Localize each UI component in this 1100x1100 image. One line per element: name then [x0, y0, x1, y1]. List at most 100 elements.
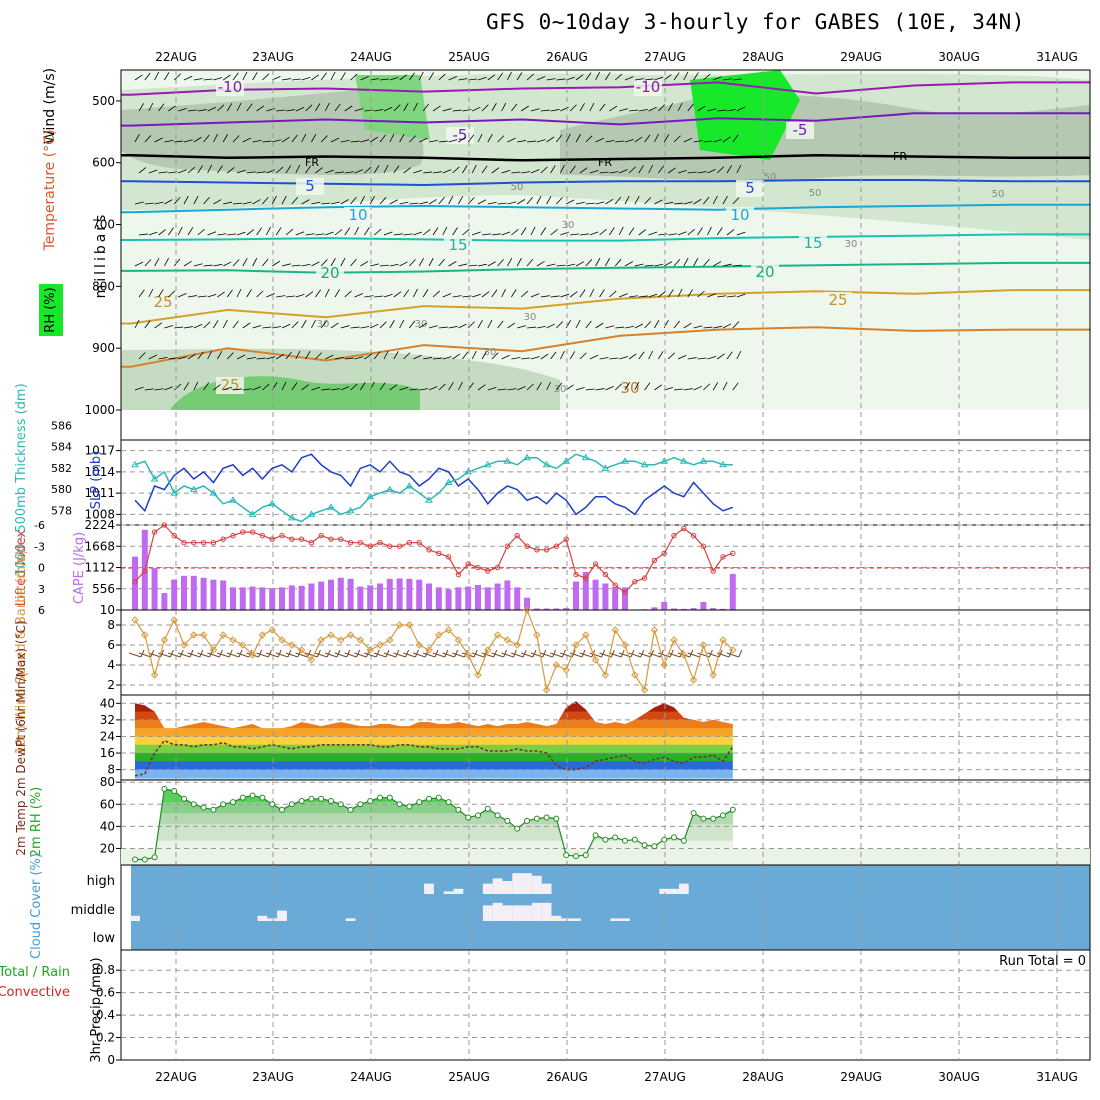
- wind-barb: [428, 386, 438, 391]
- wind-barb: [217, 233, 227, 236]
- wind-barb: [178, 169, 187, 174]
- wind-speed-point-46: [582, 631, 590, 639]
- wind-barb: [575, 387, 585, 391]
- wind-barb: [634, 195, 640, 205]
- wind-barb: [203, 321, 211, 329]
- rh-point-15: [279, 806, 285, 813]
- lifted-index-point-54: [661, 550, 667, 557]
- lifted-index-point-41: [534, 547, 540, 553]
- surface-wind-barb: [628, 652, 641, 658]
- surface-wind-barb: [217, 652, 230, 658]
- wind-barb: [664, 201, 674, 205]
- date-label-top-9: 31AUG: [1036, 50, 1078, 64]
- wind-barb: [374, 295, 384, 298]
- precip-tick-label-4: 0.8: [96, 963, 115, 977]
- surface-wind-barb-tick: [199, 649, 204, 658]
- wind-barb: [222, 133, 229, 143]
- wind-speed-point-1: [141, 631, 149, 639]
- wind-barb: [697, 227, 703, 236]
- run-total: Run Total = 0: [999, 954, 1086, 969]
- wind-barb: [344, 105, 353, 112]
- wind-barb: [628, 166, 636, 174]
- rh-point-26: [386, 794, 393, 801]
- wind-barb: [648, 106, 657, 112]
- temperature-contour-1: [121, 112, 1090, 127]
- wind-barb: [226, 167, 235, 174]
- wind-barb: [624, 382, 631, 391]
- wind-speed-point-19: [317, 636, 325, 644]
- wind-barb: [252, 199, 261, 205]
- wind-barb: [325, 231, 334, 236]
- wind-barb: [707, 293, 716, 298]
- wind-barb: [379, 134, 386, 143]
- wind-barb: [566, 199, 575, 205]
- wind-barb: [197, 351, 204, 360]
- wind-barb: [197, 165, 204, 174]
- wind-barb: [677, 354, 687, 360]
- rh-tick-label-2: 60: [100, 797, 115, 811]
- thickness-marker: [268, 499, 277, 507]
- wind-barb: [609, 290, 617, 298]
- wind-barb: [462, 109, 472, 112]
- cape-bar-20: [328, 579, 334, 610]
- wind-barb: [667, 352, 676, 360]
- wind-barb: [599, 289, 605, 298]
- cape-bar-24: [367, 585, 374, 610]
- thickness-axis-label: 1000~500mb Thickness (dm): [14, 383, 29, 576]
- wind-barb: [569, 351, 576, 360]
- wind-barb: [266, 226, 271, 236]
- wind-barb: [203, 382, 210, 391]
- wind-barb: [507, 322, 516, 329]
- wind-barb: [458, 195, 464, 205]
- wind-barb: [291, 321, 299, 329]
- lifted-index-point-30: [426, 547, 432, 553]
- wind-tick-label-2: 6: [107, 638, 115, 652]
- lifted-index-point-48: [602, 571, 609, 578]
- wind-speed-point-38: [503, 636, 512, 644]
- wind-barb: [501, 288, 507, 298]
- wind-barb: [344, 290, 352, 298]
- wind-barb: [605, 325, 615, 329]
- surface-wind-barb-tick: [532, 649, 537, 658]
- cloud-high-41: [531, 875, 542, 894]
- rh-point-3: [161, 785, 168, 792]
- wind-barb: [687, 171, 697, 174]
- wind-barb: [399, 261, 408, 267]
- cloud-axis-label: Cloud Cover (%): [29, 853, 44, 959]
- wind-barb: [707, 226, 712, 236]
- wind-barb: [311, 319, 316, 329]
- wind-barb: [422, 289, 429, 298]
- wind-barb: [187, 295, 197, 298]
- surface-wind-barb: [638, 652, 651, 658]
- wind-barb: [432, 357, 442, 360]
- wind-barb: [393, 104, 401, 112]
- wind-barb: [648, 350, 654, 360]
- cloud-middle-44: [561, 918, 572, 921]
- wind-barb: [242, 137, 252, 143]
- thickness-marker: [131, 460, 139, 468]
- wind-barb: [722, 78, 732, 81]
- contour-label-bg-7: [726, 207, 754, 224]
- wind-barb: [325, 169, 334, 174]
- wind-barb: [462, 295, 472, 298]
- thickness-marker: [581, 453, 590, 461]
- wind-speed-point-45: [572, 641, 580, 649]
- wind-barb: [389, 133, 395, 143]
- wind-barb: [256, 171, 266, 174]
- thickness-marker: [542, 460, 551, 468]
- lifted-index-point-58: [700, 543, 707, 549]
- wind-barb: [177, 226, 183, 236]
- wind-barb: [193, 195, 199, 205]
- surface-wind-barb: [560, 652, 573, 658]
- wind-barb: [732, 382, 739, 391]
- wind-barb: [619, 108, 628, 112]
- wind-barb: [364, 109, 374, 112]
- surface-wind-barb: [334, 652, 347, 658]
- wind-barb: [164, 325, 174, 329]
- contour-label-bg-13: [824, 292, 852, 309]
- wind-barb: [193, 381, 199, 391]
- wind-barb: [458, 136, 467, 143]
- wind-barb: [638, 108, 648, 112]
- wind-barb: [311, 74, 319, 81]
- lifted-index-tick-label-2: 0: [38, 562, 45, 575]
